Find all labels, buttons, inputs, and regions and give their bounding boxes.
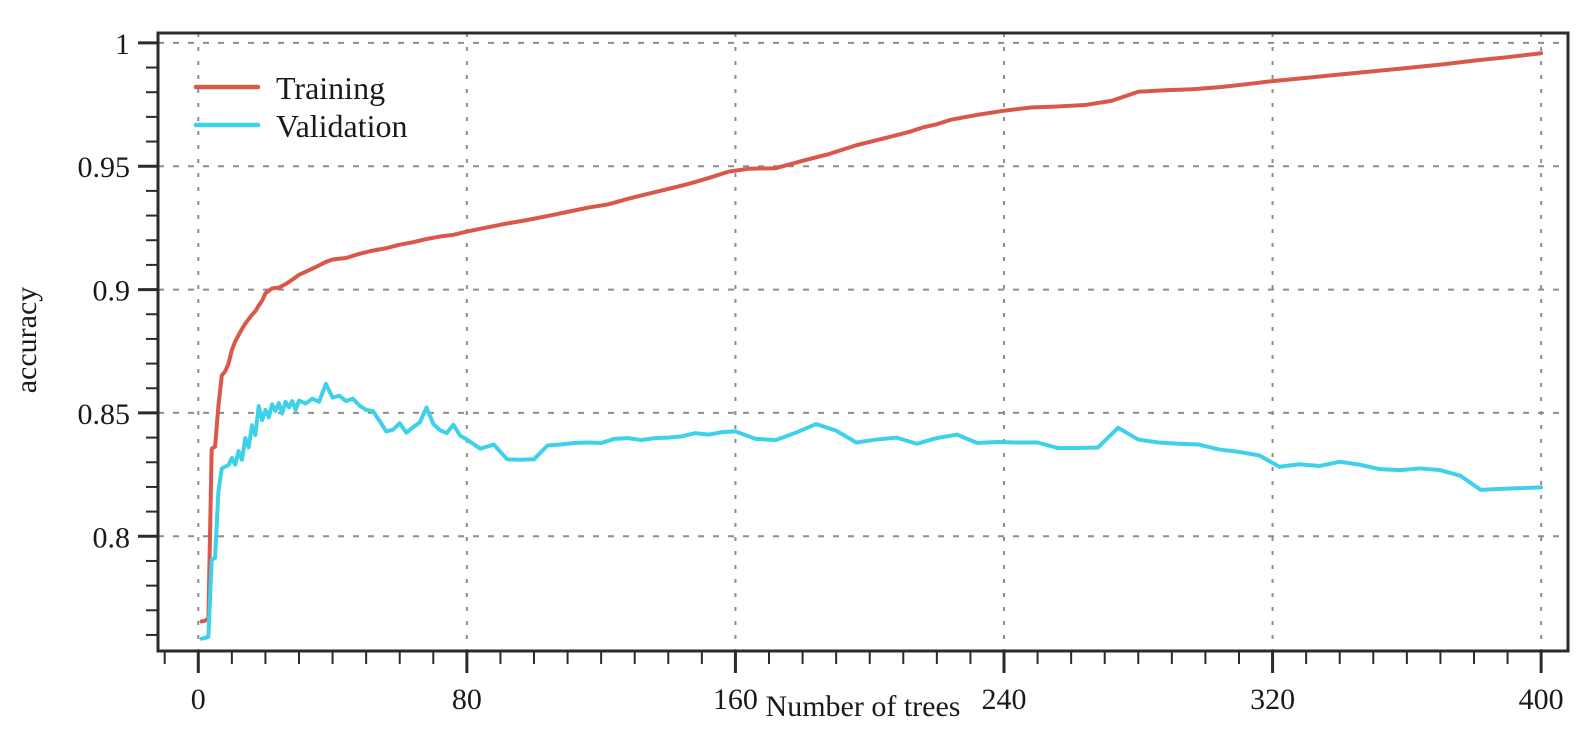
series-line-training xyxy=(199,51,1544,624)
y-tick-label: 0.95 xyxy=(78,151,131,184)
y-tick-label: 0.8 xyxy=(93,521,131,554)
x-tick-label: 80 xyxy=(452,683,482,716)
x-tick-label: 400 xyxy=(1519,683,1564,716)
legend-label-training: Training xyxy=(276,70,385,106)
horizontal-gridlines xyxy=(158,41,1568,538)
x-tick-label: 0 xyxy=(191,683,206,716)
y-tick-label: 0.9 xyxy=(93,275,131,308)
vertical-gridlines xyxy=(197,33,1543,651)
x-axis-ticks xyxy=(163,651,1543,673)
legend-label-validation: Validation xyxy=(276,108,408,144)
x-axis-title: Number of trees xyxy=(766,690,961,723)
x-tick-label: 160 xyxy=(713,683,758,716)
x-tick-label: 320 xyxy=(1250,683,1295,716)
plot-background xyxy=(158,33,1568,651)
y-axis-title: accuracy xyxy=(10,287,43,394)
plot-frame xyxy=(156,31,1570,653)
series-line-validation xyxy=(199,381,1544,641)
x-tick-label: 240 xyxy=(982,683,1027,716)
y-tick-label: 1 xyxy=(115,28,130,61)
data-series-group xyxy=(199,51,1544,641)
y-axis-ticks xyxy=(138,41,158,636)
y-tick-labels: 0.8 0.85 0.9 0.95 1 xyxy=(78,28,131,554)
x-tick-labels: 0 80 160 240 320 400 xyxy=(191,683,1564,716)
y-tick-label: 0.85 xyxy=(78,398,131,431)
